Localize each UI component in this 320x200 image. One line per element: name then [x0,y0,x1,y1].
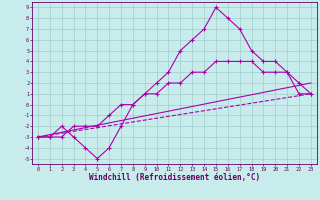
X-axis label: Windchill (Refroidissement éolien,°C): Windchill (Refroidissement éolien,°C) [89,173,260,182]
